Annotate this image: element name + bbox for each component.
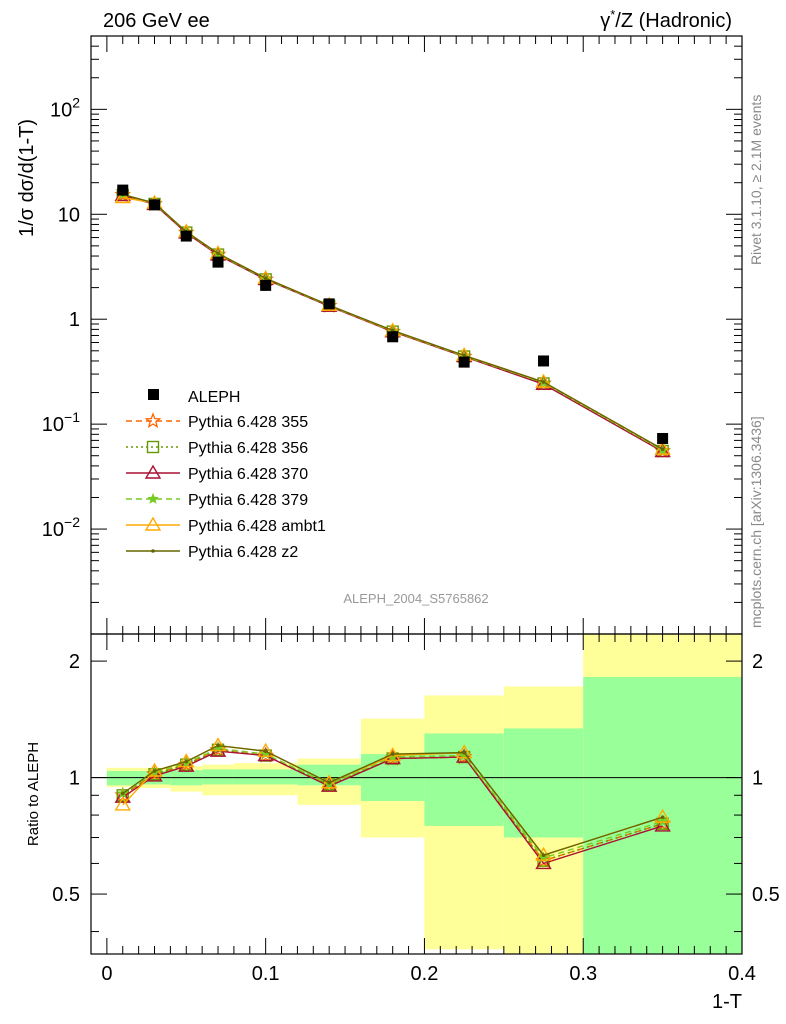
ratio-y-tick-label-left: 0.5 [52, 884, 80, 906]
main-y-axis-label: 1/σ dσ/d(1-T) [16, 119, 38, 237]
main-y-tick-label: 10−2 [42, 514, 80, 541]
ratio-y-tick-label-right: 0.5 [752, 884, 780, 906]
marker-triangle [320, 777, 338, 792]
marker-dot [660, 447, 665, 452]
marker-triangle [209, 737, 227, 752]
marker-dot [541, 853, 546, 858]
band-inner [503, 728, 584, 838]
marker-dot [120, 791, 125, 796]
marker-dot [151, 549, 155, 553]
ratio-y-axis-label: Ratio to ALEPH [25, 742, 42, 846]
main-y-tick-label: 102 [50, 94, 80, 121]
marker-dot [216, 251, 220, 256]
marker-dot [462, 750, 466, 755]
marker-triangle [178, 757, 195, 772]
data-point [657, 432, 669, 444]
series-ratio-line [122, 744, 663, 857]
series-ratio-line [122, 747, 663, 859]
legend-label: Pythia 6.428 356 [188, 440, 308, 457]
header-left-title: 206 GeV ee [103, 10, 210, 32]
legend-label: Pythia 6.428 355 [188, 414, 308, 431]
main-data-points [117, 184, 669, 444]
marker-triangle [114, 189, 131, 204]
marker-star-filled [656, 815, 669, 827]
legend-label: ALEPH [188, 389, 240, 406]
marker-star [144, 412, 162, 429]
x-tick-label: 0.4 [728, 963, 756, 985]
mcplots-label: mcplots.cern.ch [arXiv:1306.3436] [748, 416, 764, 628]
rivet-version-label: Rivet 3.1.10, ≥ 2.1M events [748, 95, 764, 265]
marker-dot [390, 752, 395, 756]
data-point [458, 356, 470, 368]
data-point [260, 279, 272, 291]
marker-triangle [654, 817, 671, 832]
ratio-plot-frame [90, 633, 743, 955]
ratio-y-tick-label-left: 2 [69, 651, 80, 673]
marker-star-filled [147, 492, 159, 504]
legend-label: Pythia 6.428 ambt1 [188, 518, 326, 535]
data-point [180, 230, 192, 242]
main-y-tick-label: 10−1 [42, 409, 80, 436]
data-point [212, 256, 224, 268]
marker-dot [462, 353, 466, 358]
main-y-tick-label: 10 [58, 204, 80, 226]
marker-dot [216, 743, 220, 748]
marker-dot [263, 276, 268, 281]
legend-marker-data [148, 389, 159, 400]
series-line [122, 193, 663, 451]
marker-triangle [114, 788, 131, 803]
marker-triangle [114, 796, 131, 811]
data-point [323, 298, 335, 310]
marker-dot [660, 815, 665, 819]
marker-dot [327, 780, 331, 785]
series-line [122, 193, 663, 450]
marker-dot [184, 759, 189, 764]
band-inner [202, 769, 234, 785]
x-ticks: 0 0.1 0.2 0.3 0.4 [101, 36, 756, 985]
series-ratio-line [122, 750, 663, 865]
marker-triangle [654, 808, 671, 823]
data-point [387, 331, 399, 343]
x-tick-label: 0.1 [252, 963, 280, 985]
main-y-ticks: 10−2 10−1 1 10 102 [42, 35, 742, 635]
analysis-watermark: ALEPH_2004_S5765862 [343, 591, 488, 606]
x-tick-label: 0.3 [569, 963, 597, 985]
ratio-mc-series [114, 737, 672, 870]
data-point [117, 184, 129, 196]
band-inner [106, 770, 139, 786]
ratio-y-tick-label-right: 2 [752, 651, 763, 673]
band-inner [233, 769, 298, 785]
header-right-title: γ*/Z (Hadronic) [600, 7, 732, 32]
marker-dot [152, 769, 157, 773]
marker-triangle [654, 440, 671, 455]
marker-dot [263, 749, 268, 753]
ratio-y-ticks: 0.5 0.5 1 1 2 2 [52, 651, 780, 933]
marker-dot [541, 380, 546, 384]
band-inner [424, 733, 504, 826]
legend: ALEPH Pythia 6.428 355 Pythia 6.428 356 Pyt… [126, 389, 326, 561]
marker-triangle [654, 443, 671, 458]
marker-triangle [144, 464, 162, 479]
x-tick-label: 0 [101, 963, 112, 985]
series-ratio-line [122, 749, 663, 862]
ratio-y-tick-label-left: 1 [69, 768, 80, 790]
legend-label: Pythia 6.428 370 [188, 466, 308, 483]
ratio-uncertainty-bands [106, 634, 742, 954]
x-axis-label: 1-T [712, 991, 742, 1013]
marker-triangle [257, 747, 274, 762]
data-point [538, 355, 550, 367]
marker-triangle [144, 516, 162, 531]
marker-square [146, 440, 160, 454]
ratio-y-tick-label-right: 1 [752, 768, 763, 790]
data-point [149, 199, 161, 211]
legend-label: Pythia 6.428 379 [188, 492, 308, 509]
main-y-tick-label: 1 [69, 309, 80, 331]
legend-label: Pythia 6.428 z2 [188, 544, 298, 561]
marker-triangle [455, 744, 473, 759]
x-tick-label: 0.2 [411, 963, 439, 985]
